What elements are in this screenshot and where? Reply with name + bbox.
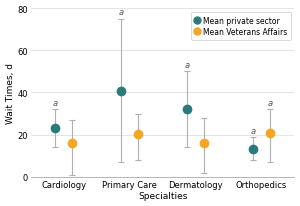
X-axis label: Specialties: Specialties — [138, 192, 187, 200]
Text: a: a — [184, 61, 190, 70]
Y-axis label: Wait Times, d: Wait Times, d — [6, 63, 15, 123]
Legend: Mean private sector, Mean Veterans Affairs: Mean private sector, Mean Veterans Affai… — [191, 13, 291, 41]
Text: a: a — [250, 126, 256, 135]
Text: a: a — [268, 99, 273, 108]
Text: a: a — [118, 8, 124, 18]
Text: a: a — [52, 99, 58, 108]
